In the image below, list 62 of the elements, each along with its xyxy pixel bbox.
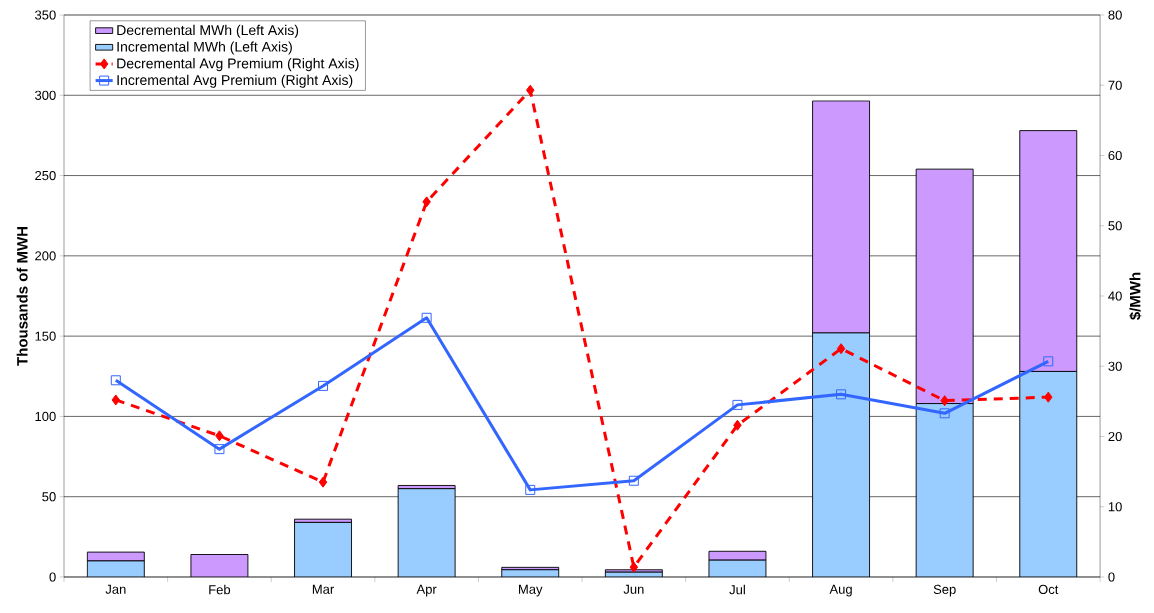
y2-tick-label: 50 [1108, 221, 1122, 231]
point [628, 475, 639, 486]
y2-tick-label: 40 [1108, 291, 1122, 301]
x-tick-label: Oct [1038, 584, 1059, 594]
bar [812, 332, 870, 577]
point [214, 444, 225, 455]
y2-tick-label: 20 [1108, 431, 1122, 442]
y-tick-label: 200 [35, 251, 56, 261]
x-tick-label: May [519, 584, 543, 597]
x-tick-label: Sep [933, 584, 956, 597]
bar [1019, 130, 1078, 372]
x-tick-label: Feb [209, 584, 231, 595]
legend-label: Incremental MWh (Left Axis) [117, 41, 292, 55]
point [940, 395, 949, 407]
point [1043, 356, 1054, 367]
point [525, 84, 535, 96]
legend-label: Decremental Avg Premium (Right Axis) [117, 58, 359, 72]
point [732, 399, 743, 410]
point [939, 408, 950, 419]
y2-tick-label: 10 [1108, 502, 1122, 512]
point [525, 484, 536, 495]
point [318, 476, 328, 488]
y-tick-label: 300 [35, 90, 56, 100]
y2-tick-label: 30 [1108, 361, 1122, 371]
point [733, 419, 742, 431]
legend-label: Incremental Avg Premium (Right Axis) [117, 74, 353, 88]
y2-tick-label: 80 [1108, 10, 1122, 20]
point [111, 394, 121, 406]
y2-tick-label: 0 [1108, 572, 1115, 582]
y-tick-label: 250 [35, 170, 56, 181]
y-tick-label: 100 [35, 411, 56, 422]
x-tick-label: Mar [312, 584, 334, 594]
point [110, 375, 121, 386]
point [629, 561, 639, 573]
bar [915, 403, 974, 577]
y-tick-label: 0 [49, 572, 56, 582]
y-axis-title: Thousands of MWH [16, 227, 28, 366]
y2-tick-label: 70 [1108, 80, 1122, 90]
y2-tick-label: 60 [1108, 150, 1122, 161]
point [1044, 391, 1053, 403]
bar [1019, 371, 1078, 577]
x-tick-label: Apr [416, 584, 437, 597]
x-tick-label: Jun [623, 584, 644, 594]
bar [190, 554, 249, 577]
point [215, 430, 224, 442]
x-tick-label: Jan [105, 584, 126, 594]
point [318, 380, 329, 391]
legend-label: Decremental MWh (Left Axis) [117, 24, 299, 38]
bar [812, 100, 870, 334]
y-tick-label: 50 [42, 492, 56, 502]
y-tick-label: 150 [35, 331, 56, 341]
bar [294, 521, 352, 577]
bar [915, 168, 974, 405]
point [836, 343, 846, 355]
x-tick-label: Jul [729, 584, 745, 595]
y-tick-label: 350 [35, 10, 56, 20]
x-tick-label: Aug [829, 584, 852, 597]
y2-axis-title: $/MWh [1129, 272, 1142, 320]
point [836, 389, 847, 400]
point [421, 312, 432, 323]
point [422, 196, 431, 208]
bar [397, 488, 456, 577]
